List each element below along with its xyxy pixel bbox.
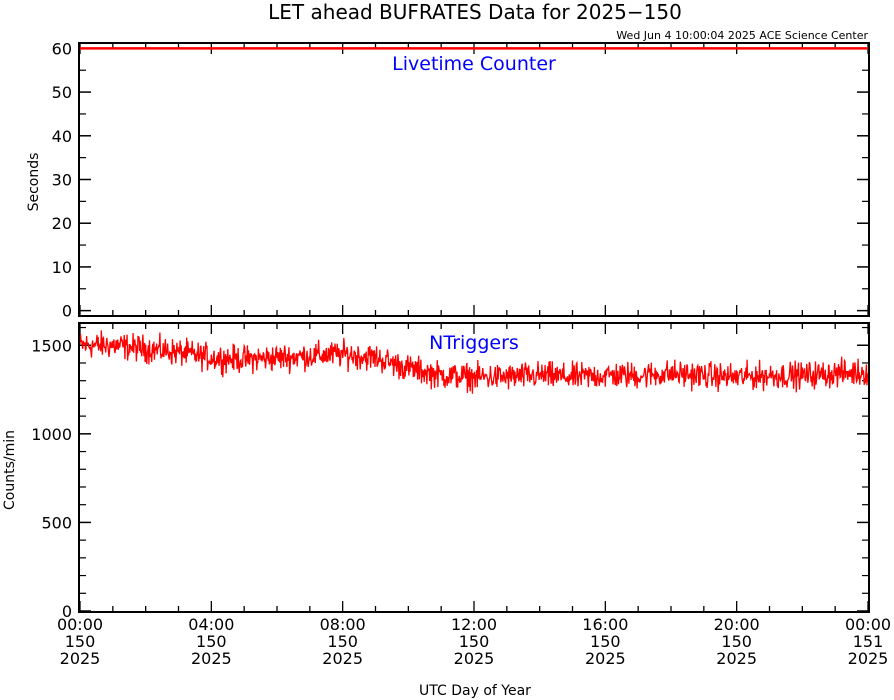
y-tick-label: 0 (62, 302, 72, 321)
ntriggers-series-line (79, 330, 869, 394)
x-tick-label-day: 150 (459, 632, 490, 651)
x-tick-label-time: 00:00 (57, 615, 103, 634)
bottom-y-axis: 0 500 1000 1500 (31, 326, 868, 621)
top-panel-label: Livetime Counter (392, 53, 556, 75)
y-tick-label: 40 (52, 127, 72, 146)
x-tick-label-year: 2025 (716, 649, 757, 668)
top-y-axis: 0 10 20 30 40 50 60 (52, 39, 868, 321)
x-axis-label: UTC Day of Year (419, 683, 531, 699)
y-tick-label: 0 (62, 602, 72, 621)
bottom-panel-label: NTriggers (429, 332, 519, 354)
x-tick-label-day: 150 (327, 632, 358, 651)
top-panel: 0 10 20 30 40 50 60 Livetime Counter Seconds (26, 39, 870, 321)
x-tick-label-year: 2025 (848, 649, 889, 668)
x-tick-label-day: 150 (196, 632, 227, 651)
y-tick-label: 60 (52, 39, 72, 58)
y-tick-label: 50 (52, 83, 72, 102)
x-tick-label-day: 150 (721, 632, 752, 651)
x-tick-label-year: 2025 (322, 649, 363, 668)
x-tick-label-day: 151 (853, 632, 884, 651)
x-tick-label-time: 16:00 (582, 615, 628, 634)
bottom-plot-frame (78, 322, 870, 613)
x-tick-label-time: 08:00 (320, 615, 366, 634)
y-tick-label: 10 (52, 258, 72, 277)
timestamp-label: Wed Jun 4 10:00:04 2025 ACE Science Cent… (616, 29, 868, 42)
x-tick-label-time: 04:00 (188, 615, 234, 634)
x-tick-label-year: 2025 (60, 649, 101, 668)
top-x-axis-ticks (79, 44, 869, 315)
bottom-series-group (79, 330, 869, 394)
x-axis-tick-labels: 00:00150202504:00150202508:00150202512:0… (57, 615, 891, 668)
y-tick-label: 500 (41, 513, 72, 532)
x-tick-label-time: 00:00 (845, 615, 891, 634)
bottom-x-axis-ticks (79, 324, 869, 611)
x-tick-label-day: 150 (65, 632, 96, 651)
top-y-axis-label: Seconds (26, 153, 42, 212)
y-tick-label: 20 (52, 214, 72, 233)
x-tick-label-time: 20:00 (714, 615, 760, 634)
y-tick-label: 1500 (31, 336, 72, 355)
x-tick-label-year: 2025 (191, 649, 232, 668)
x-tick-label-year: 2025 (454, 649, 495, 668)
chart-title: LET ahead BUFRATES Data for 2025−150 (268, 0, 682, 24)
bottom-panel: 0 500 1000 1500 NTriggers Counts/min (2, 322, 870, 621)
x-tick-label-year: 2025 (585, 649, 626, 668)
y-tick-label: 30 (52, 171, 72, 190)
x-tick-label-day: 150 (590, 632, 621, 651)
top-plot-frame (78, 42, 870, 317)
x-tick-label-time: 12:00 (451, 615, 497, 634)
y-tick-label: 1000 (31, 425, 72, 444)
bottom-y-axis-label: Counts/min (2, 430, 18, 510)
